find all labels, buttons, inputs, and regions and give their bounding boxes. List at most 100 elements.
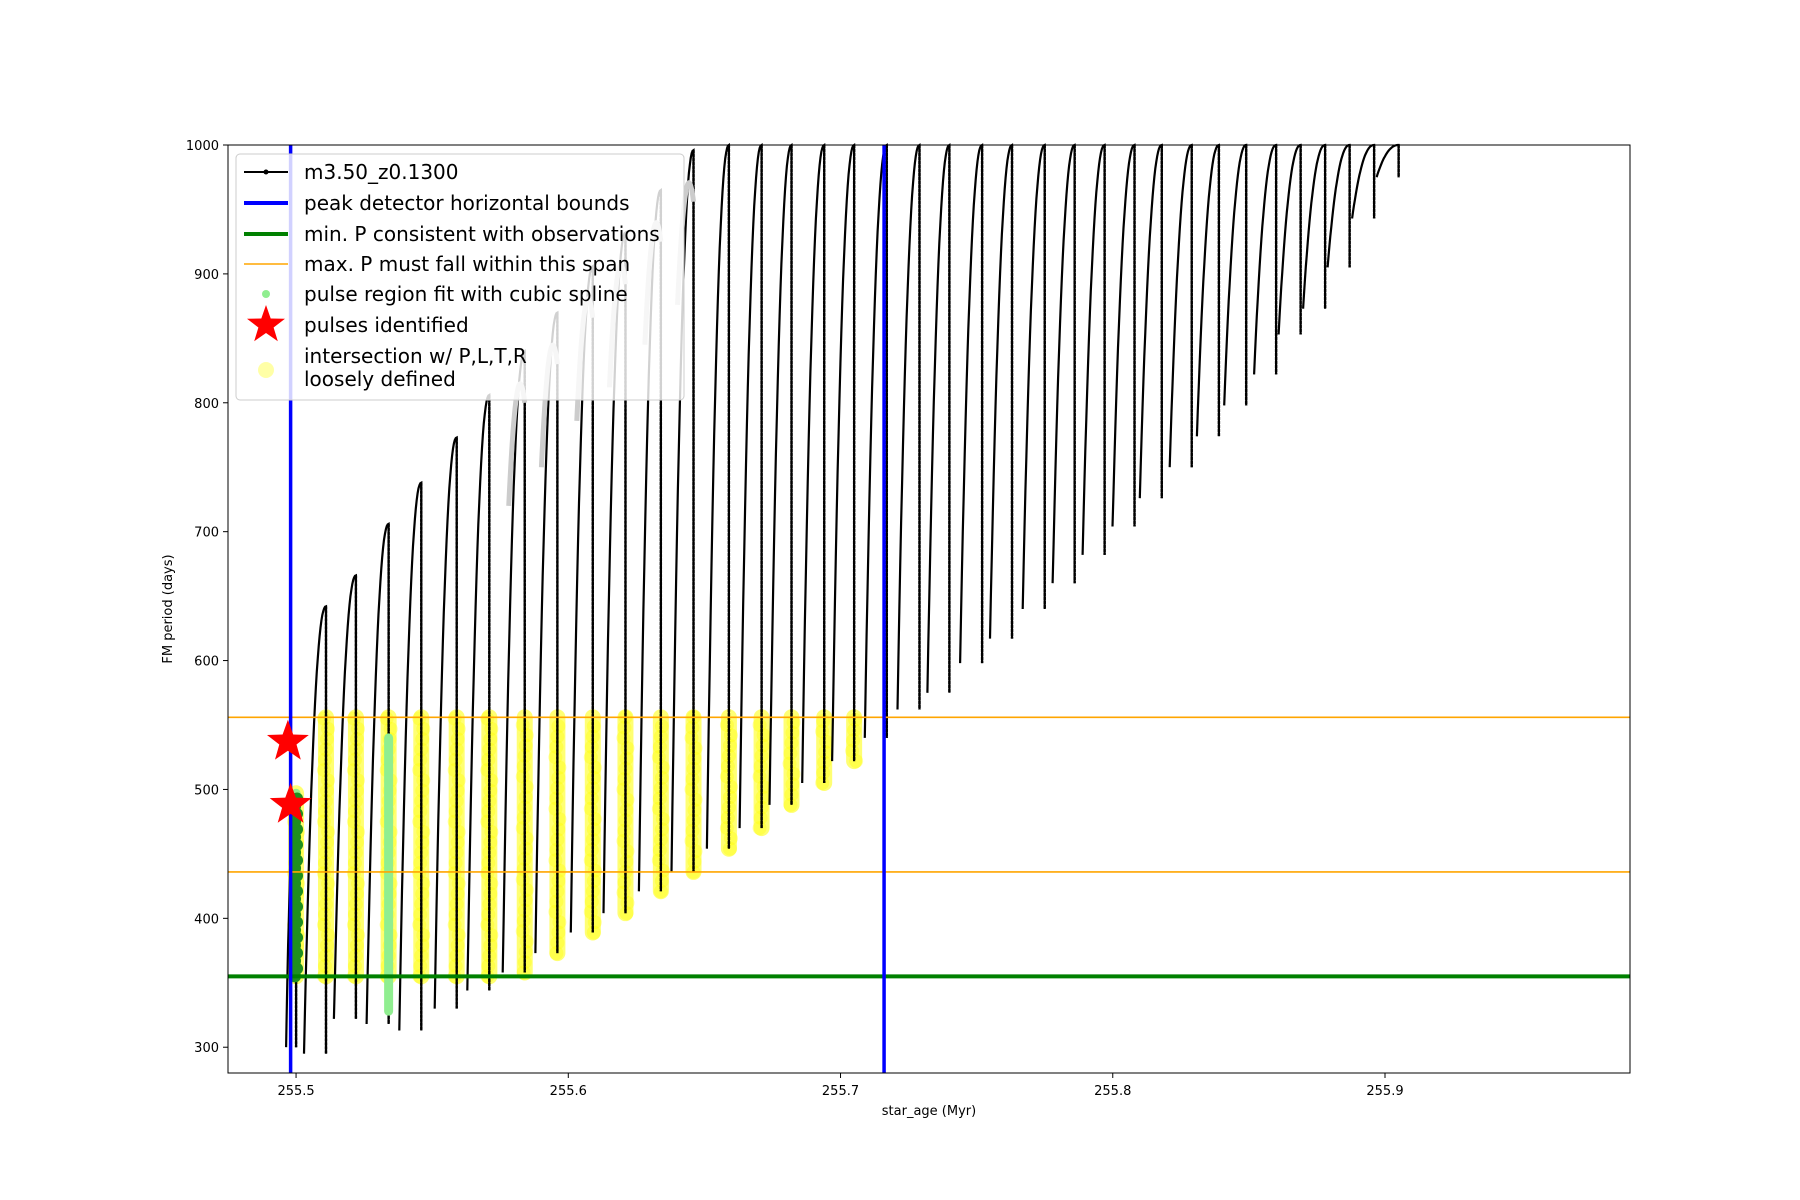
intersection-marker bbox=[346, 763, 361, 778]
intersection-marker bbox=[321, 824, 336, 839]
intersection-marker bbox=[447, 763, 462, 778]
y-tick-label: 900 bbox=[194, 268, 219, 283]
intersection-marker bbox=[620, 895, 635, 910]
intersection-marker bbox=[651, 750, 666, 765]
intersection-marker bbox=[756, 728, 771, 743]
intersection-marker bbox=[783, 797, 798, 812]
intersection-marker bbox=[688, 792, 703, 807]
intersection-marker bbox=[519, 882, 534, 897]
intersection-marker bbox=[350, 773, 365, 788]
x-tick-label: 255.8 bbox=[1094, 1084, 1131, 1099]
x-tick-label: 255.5 bbox=[277, 1084, 314, 1099]
intersection-marker bbox=[346, 917, 361, 932]
pulse-track bbox=[705, 142, 731, 849]
intersection-marker bbox=[815, 724, 830, 739]
intersection-marker bbox=[515, 821, 530, 836]
pulse-track bbox=[959, 143, 984, 664]
intersection-marker bbox=[548, 750, 563, 765]
legend-label-spline: pulse region fit with cubic spline bbox=[304, 282, 628, 306]
pulse-track bbox=[1253, 143, 1278, 375]
intersection-marker bbox=[688, 844, 703, 859]
intersection-marker bbox=[416, 824, 431, 839]
legend-label-pulses: pulses identified bbox=[304, 313, 469, 337]
intersection-marker bbox=[346, 814, 361, 829]
intersection-marker bbox=[782, 756, 797, 771]
intersection-marker bbox=[651, 853, 666, 868]
intersection-marker bbox=[416, 928, 431, 943]
intersection-marker bbox=[412, 917, 427, 932]
intersection-marker bbox=[756, 779, 771, 794]
intersection-marker bbox=[723, 728, 738, 743]
pulse-identified-star bbox=[269, 782, 312, 823]
y-tick-label: 800 bbox=[194, 397, 219, 412]
legend-handle-dot bbox=[263, 169, 269, 175]
y-tick-label: 500 bbox=[194, 783, 219, 798]
intersection-marker bbox=[519, 831, 534, 846]
pulse-track bbox=[738, 142, 763, 829]
pulse-track bbox=[831, 142, 856, 762]
intersection-marker bbox=[688, 741, 703, 756]
legend-label-maxp: max. P must fall within this span bbox=[304, 252, 630, 276]
intersection-marker bbox=[845, 743, 860, 758]
intersection-marker bbox=[587, 915, 602, 930]
pulse-track bbox=[433, 435, 458, 1009]
pulse-track bbox=[1138, 143, 1163, 499]
intersection-marker bbox=[321, 876, 336, 891]
intersection-marker bbox=[583, 750, 598, 765]
intersection-marker bbox=[346, 866, 361, 881]
intersection-marker bbox=[480, 866, 495, 881]
intersection-marker bbox=[350, 876, 365, 891]
pulse-track bbox=[988, 143, 1014, 639]
axis-ticks: 255.5 255.6 255.7 255.8 255.9 300 400 500 600 700… bbox=[186, 139, 1404, 1099]
y-tick-label: 1000 bbox=[186, 139, 219, 154]
pulse-track bbox=[1223, 143, 1248, 406]
intersection-marker bbox=[587, 812, 602, 827]
x-tick-label: 255.7 bbox=[822, 1084, 859, 1099]
pulse-track bbox=[1111, 143, 1136, 527]
intersection-marker bbox=[587, 760, 602, 775]
intersection-marker bbox=[583, 801, 598, 816]
intersection-marker bbox=[616, 834, 631, 848]
intersection-marker bbox=[515, 924, 530, 939]
intersection-marker bbox=[484, 773, 499, 788]
intersection-marker bbox=[719, 769, 734, 784]
intersection-marker bbox=[616, 885, 631, 900]
intersection-marker bbox=[317, 763, 332, 778]
pulse-track bbox=[332, 573, 357, 1019]
intersection-marker bbox=[350, 721, 365, 736]
intersection-marker bbox=[651, 801, 666, 816]
legend-label-track: m3.50_z0.1300 bbox=[304, 160, 459, 184]
plot-area bbox=[228, 142, 1630, 1073]
intersection-marker bbox=[416, 876, 431, 891]
intersection-marker bbox=[451, 773, 466, 788]
intersection-marker bbox=[552, 863, 567, 878]
intersection-marker bbox=[451, 824, 466, 839]
legend-label-intersect: loosely defined bbox=[304, 367, 456, 391]
legend-handle bbox=[258, 362, 274, 378]
intersection-marker bbox=[684, 834, 699, 848]
pulse-track bbox=[1351, 143, 1376, 219]
intersection-marker bbox=[451, 876, 466, 891]
pulse-track bbox=[1021, 143, 1046, 610]
legend-label-intersect: intersection w/ P,L,T,R bbox=[304, 344, 527, 368]
intersection-marker bbox=[655, 812, 670, 827]
intersection-marker bbox=[412, 814, 427, 829]
intersection-marker bbox=[786, 766, 801, 781]
intersection-marker bbox=[849, 754, 864, 769]
intersection-marker bbox=[552, 915, 567, 930]
legend-label-peak: peak detector horizontal bounds bbox=[304, 191, 630, 215]
x-axis-label: star_age (Myr) bbox=[882, 1104, 976, 1119]
pulse-track bbox=[1302, 143, 1327, 309]
intersection-marker bbox=[412, 711, 427, 726]
intersection-marker bbox=[548, 904, 563, 919]
pulse-track bbox=[768, 142, 793, 805]
intersection-marker bbox=[317, 866, 332, 881]
intersection-marker bbox=[447, 711, 462, 726]
pulse-track bbox=[302, 604, 328, 1054]
intersection-marker bbox=[484, 721, 499, 736]
intersection-marker bbox=[480, 763, 495, 778]
pulse-track bbox=[1326, 143, 1351, 268]
x-tick-label: 255.6 bbox=[550, 1084, 587, 1099]
intersection-marker bbox=[752, 821, 767, 836]
